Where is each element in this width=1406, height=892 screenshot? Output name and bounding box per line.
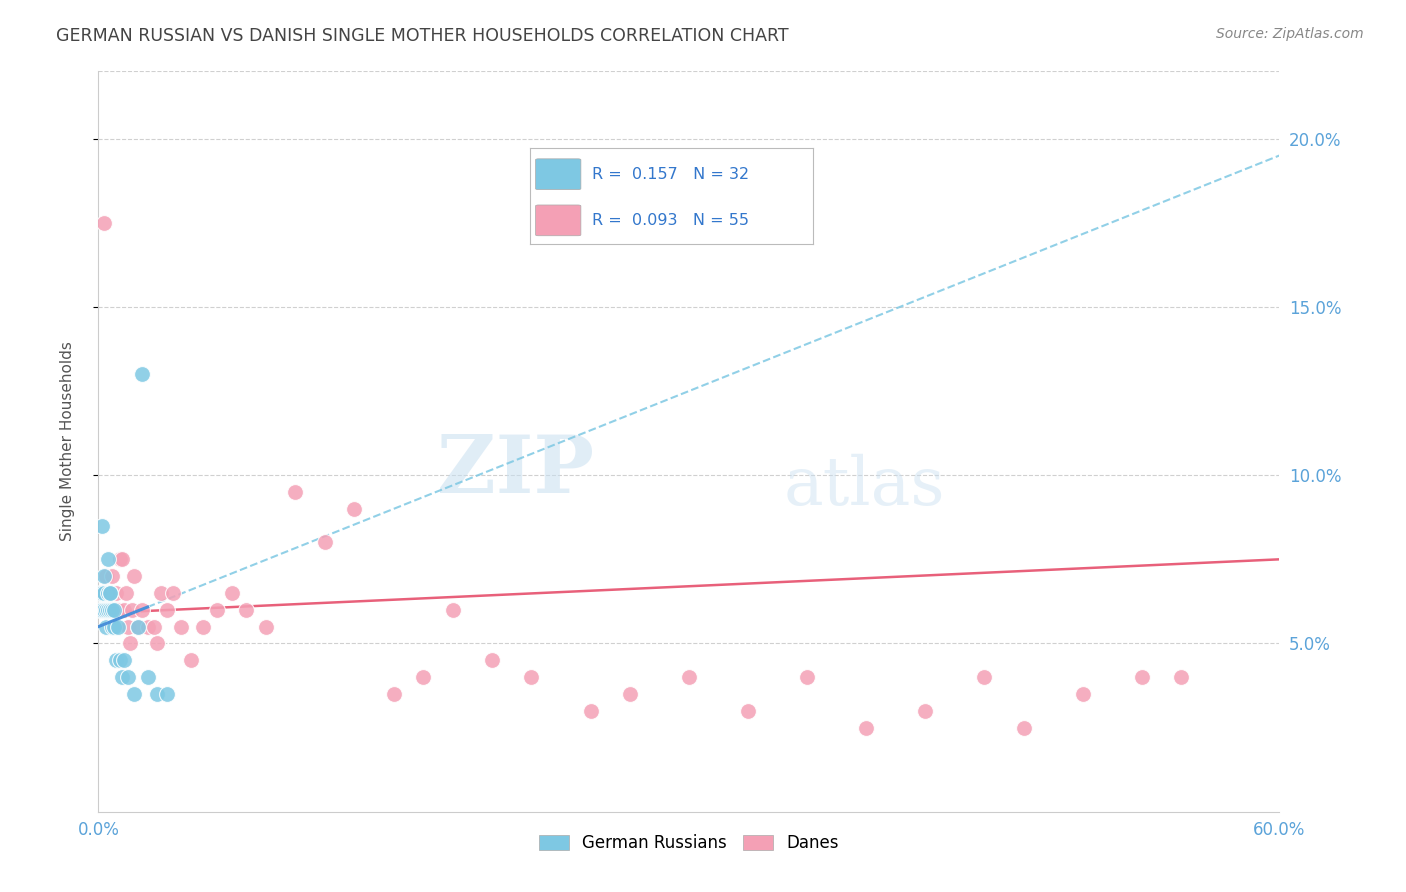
Point xyxy=(117,619,139,633)
Point xyxy=(108,653,131,667)
Point xyxy=(103,603,125,617)
Legend: German Russians, Danes: German Russians, Danes xyxy=(531,828,846,859)
Point xyxy=(93,216,115,230)
Point xyxy=(382,687,405,701)
Text: R =  0.157   N = 32: R = 0.157 N = 32 xyxy=(592,167,749,182)
Point xyxy=(122,687,145,701)
Point xyxy=(89,586,111,600)
Point xyxy=(520,670,543,684)
Point xyxy=(105,653,128,667)
Text: Source: ZipAtlas.com: Source: ZipAtlas.com xyxy=(1216,27,1364,41)
Point xyxy=(205,603,228,617)
Y-axis label: Single Mother Households: Single Mother Households xyxy=(60,342,75,541)
Point xyxy=(481,653,503,667)
Point xyxy=(96,603,118,617)
Point xyxy=(97,586,120,600)
Point xyxy=(107,619,129,633)
Point xyxy=(678,670,700,684)
Point xyxy=(170,619,193,633)
Point xyxy=(108,552,131,566)
Point xyxy=(112,603,135,617)
Point xyxy=(105,586,128,600)
Point xyxy=(737,704,759,718)
Point xyxy=(91,586,114,600)
Point xyxy=(343,501,366,516)
Point xyxy=(101,603,124,617)
FancyBboxPatch shape xyxy=(536,159,581,190)
Point xyxy=(111,670,134,684)
Point xyxy=(91,518,114,533)
Point xyxy=(136,670,159,684)
Point xyxy=(146,636,169,650)
Point xyxy=(441,603,464,617)
Point xyxy=(150,586,173,600)
Point xyxy=(101,619,124,633)
Point xyxy=(180,653,202,667)
Point xyxy=(156,603,179,617)
Point xyxy=(146,687,169,701)
Point xyxy=(98,586,121,600)
Point xyxy=(91,603,114,617)
Point xyxy=(97,586,120,600)
Point xyxy=(98,603,121,617)
Point xyxy=(111,552,134,566)
Point xyxy=(619,687,641,701)
Point xyxy=(97,603,120,617)
Point xyxy=(221,586,243,600)
Point xyxy=(93,586,115,600)
Point xyxy=(118,636,141,650)
Point xyxy=(162,586,184,600)
Point xyxy=(97,603,120,617)
Point xyxy=(93,569,115,583)
Point xyxy=(412,670,434,684)
Point xyxy=(122,569,145,583)
Point xyxy=(973,670,995,684)
Point xyxy=(112,653,135,667)
Point xyxy=(131,368,153,382)
Point xyxy=(115,586,138,600)
Point xyxy=(127,619,149,633)
Text: ZIP: ZIP xyxy=(437,432,595,510)
Text: atlas: atlas xyxy=(783,453,945,518)
Point xyxy=(103,619,125,633)
Point xyxy=(103,603,125,617)
Point xyxy=(136,619,159,633)
Point xyxy=(284,485,307,500)
Point xyxy=(121,603,143,617)
Point xyxy=(97,552,120,566)
Point xyxy=(117,670,139,684)
Point xyxy=(93,586,115,600)
Point xyxy=(96,569,118,583)
Point xyxy=(131,603,153,617)
Point xyxy=(1012,721,1035,735)
Point xyxy=(98,586,121,600)
Point xyxy=(91,603,114,617)
Point xyxy=(101,569,124,583)
FancyBboxPatch shape xyxy=(536,205,581,235)
Point xyxy=(1071,687,1094,701)
Point xyxy=(107,603,129,617)
Point xyxy=(1170,670,1192,684)
Point xyxy=(98,603,121,617)
Point xyxy=(855,721,877,735)
Point xyxy=(579,704,602,718)
Point xyxy=(89,603,111,617)
Point xyxy=(96,619,118,633)
Text: R =  0.093   N = 55: R = 0.093 N = 55 xyxy=(592,213,749,227)
Point xyxy=(127,619,149,633)
Point xyxy=(314,535,336,549)
Point xyxy=(1130,670,1153,684)
Text: GERMAN RUSSIAN VS DANISH SINGLE MOTHER HOUSEHOLDS CORRELATION CHART: GERMAN RUSSIAN VS DANISH SINGLE MOTHER H… xyxy=(56,27,789,45)
Point xyxy=(142,619,165,633)
Point xyxy=(796,670,818,684)
Point xyxy=(98,586,121,600)
Point xyxy=(191,619,214,633)
Point xyxy=(254,619,277,633)
Point xyxy=(914,704,936,718)
Point xyxy=(235,603,257,617)
Point xyxy=(156,687,179,701)
Point xyxy=(93,603,115,617)
